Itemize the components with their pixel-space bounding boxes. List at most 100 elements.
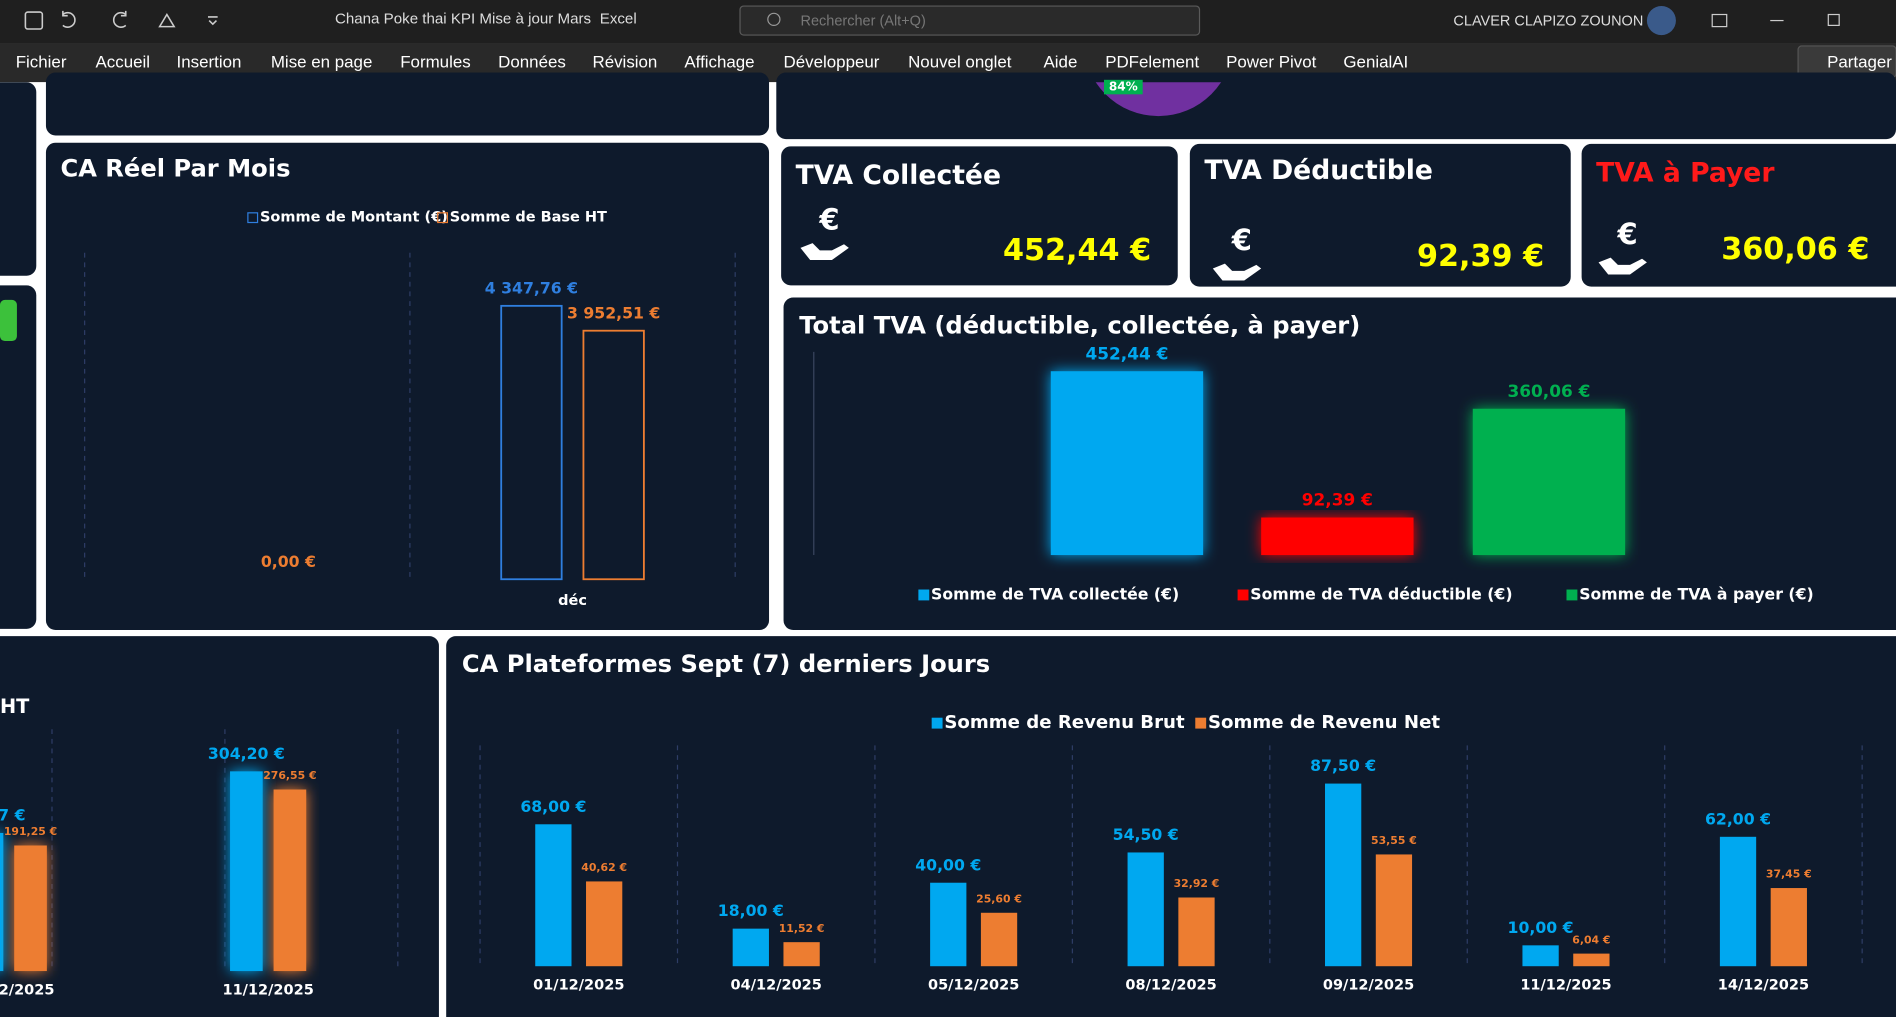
bar bbox=[980, 912, 1018, 967]
bar bbox=[732, 928, 769, 967]
gauge-label: 84% bbox=[1109, 80, 1138, 94]
panel bbox=[45, 142, 770, 631]
data-label: 360,06 € bbox=[1508, 381, 1591, 401]
data-label: 18,00 € bbox=[718, 901, 784, 920]
card-icon: € bbox=[818, 202, 839, 236]
x-tick-label: 09/12/2025 bbox=[1323, 978, 1414, 994]
legend-swatch bbox=[918, 589, 930, 601]
ribbon-tab[interactable]: Révision bbox=[593, 52, 658, 71]
data-label: 276,55 € bbox=[263, 769, 316, 782]
legend-swatch bbox=[1195, 717, 1207, 729]
file-name: Chana Poke thai KPI Mise à jour Mars bbox=[335, 10, 592, 27]
data-label: 32,92 € bbox=[1174, 877, 1220, 890]
hand-icon bbox=[800, 243, 849, 260]
bar bbox=[273, 789, 307, 972]
ribbon-tab[interactable]: Aide bbox=[1044, 52, 1078, 71]
bar bbox=[230, 771, 263, 972]
ribbon-tab[interactable]: Insertion bbox=[177, 52, 242, 71]
bar bbox=[1261, 517, 1414, 556]
x-tick-label: 09/12/2025 bbox=[0, 982, 54, 998]
x-tick-label: 01/12/2025 bbox=[533, 978, 624, 994]
legend-swatch bbox=[247, 212, 259, 224]
bar bbox=[1770, 888, 1807, 967]
ribbon-tab[interactable]: PDFelement bbox=[1105, 52, 1199, 71]
user-name: CLAVER CLAPIZO ZOUNON bbox=[1453, 14, 1643, 30]
legend-label: Somme de Base HT bbox=[450, 210, 607, 226]
data-label: 304,20 € bbox=[208, 744, 285, 763]
panel bbox=[0, 285, 37, 629]
data-label: 87,50 € bbox=[1310, 756, 1376, 775]
x-tick-label: 14/12/2025 bbox=[1718, 978, 1809, 994]
bar bbox=[930, 882, 967, 967]
ribbon-tab[interactable]: GenialAI bbox=[1343, 52, 1408, 71]
kpi-card bbox=[1189, 143, 1571, 287]
data-label: 92,39 € bbox=[1302, 490, 1373, 510]
ribbon-tab[interactable]: Affichage bbox=[684, 52, 754, 71]
chart-title: CA Réel Par Mois bbox=[60, 154, 290, 182]
bar bbox=[783, 942, 820, 967]
data-label: 452,44 € bbox=[1086, 343, 1169, 363]
ribbon-tab[interactable]: Mise en page bbox=[271, 52, 373, 71]
bar bbox=[586, 881, 623, 967]
app-name: Excel bbox=[600, 10, 637, 27]
chart-title: Total TVA (déductible, collectée, à paye… bbox=[799, 312, 1360, 340]
data-label: 0,00 € bbox=[261, 552, 316, 571]
bar bbox=[14, 845, 47, 972]
bar bbox=[1573, 953, 1610, 967]
card-value: 92,39 € bbox=[1417, 239, 1544, 274]
ribbon-tab[interactable]: Nouvel onglet bbox=[908, 52, 1012, 71]
data-label: 3 952,51 € bbox=[567, 303, 660, 322]
legend-swatch bbox=[931, 717, 943, 729]
x-tick-label: 11/12/2025 bbox=[222, 982, 313, 998]
ribbon-tab[interactable]: Power Pivot bbox=[1226, 52, 1317, 71]
card-value: 360,06 € bbox=[1721, 232, 1869, 267]
avatar[interactable] bbox=[1646, 6, 1676, 36]
data-label: 53,55 € bbox=[1371, 834, 1417, 847]
bar bbox=[1375, 854, 1413, 967]
gauge-badge bbox=[1103, 79, 1143, 95]
search-box[interactable] bbox=[739, 5, 1201, 36]
legend-label: Somme de Revenu Brut bbox=[944, 712, 1185, 733]
bar bbox=[500, 304, 563, 581]
legend-label: Somme de TVA à payer (€) bbox=[1579, 584, 1814, 603]
chart-title: HT bbox=[0, 695, 30, 718]
data-label: 37,45 € bbox=[1766, 868, 1812, 881]
legend-swatch bbox=[1566, 589, 1578, 601]
bar bbox=[1719, 836, 1757, 967]
panel bbox=[0, 82, 37, 276]
bar bbox=[1127, 852, 1164, 967]
data-label: 62,00 € bbox=[1705, 809, 1771, 828]
x-tick-label: déc bbox=[558, 593, 587, 609]
card-icon: € bbox=[1616, 217, 1637, 251]
bar bbox=[1050, 371, 1204, 556]
legend-swatch bbox=[1237, 589, 1249, 601]
panel bbox=[776, 72, 1896, 140]
bar bbox=[582, 329, 645, 581]
hand-icon bbox=[1598, 257, 1647, 275]
x-tick-label: 05/12/2025 bbox=[928, 978, 1019, 994]
ribbon-tab[interactable]: Accueil bbox=[96, 52, 150, 71]
data-label: 68,00 € bbox=[520, 797, 586, 816]
card-icon: € bbox=[1231, 223, 1252, 257]
card-title: TVA Déductible bbox=[1204, 155, 1433, 186]
ribbon-tab[interactable]: Développeur bbox=[784, 52, 880, 71]
chart-title: CA Plateformes Sept (7) derniers Jours bbox=[462, 650, 990, 678]
data-label: 25,60 € bbox=[976, 892, 1022, 905]
side-icon bbox=[0, 299, 17, 342]
bar bbox=[1472, 408, 1626, 556]
quick-access-icons bbox=[24, 10, 218, 30]
data-label: 191,25 € bbox=[4, 825, 57, 838]
bar bbox=[1178, 897, 1215, 967]
data-label: 40,62 € bbox=[581, 861, 627, 874]
legend-label: Somme de Montant (€) bbox=[260, 210, 448, 226]
share-label[interactable]: Partager bbox=[1827, 52, 1892, 71]
ribbon-tab[interactable]: Données bbox=[498, 52, 566, 71]
ribbon-tab[interactable]: Fichier bbox=[16, 52, 67, 71]
bar bbox=[535, 824, 572, 967]
ribbon-tab[interactable]: Formules bbox=[400, 52, 470, 71]
bar bbox=[1522, 945, 1559, 967]
search-placeholder[interactable]: Rechercher (Alt+Q) bbox=[800, 14, 925, 30]
data-label: 6,04 € bbox=[1572, 933, 1610, 946]
legend-label: Somme de TVA collectée (€) bbox=[931, 584, 1179, 603]
